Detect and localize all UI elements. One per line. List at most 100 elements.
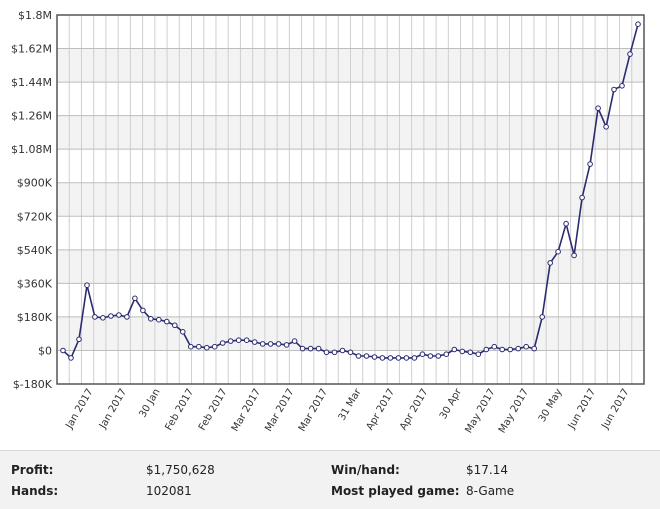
data-point [339, 347, 346, 354]
data-point [483, 346, 490, 353]
data-point [315, 345, 322, 352]
most-played-game-value: 8-Game [466, 484, 515, 498]
hands-label: Hands: [11, 484, 59, 498]
data-point [227, 338, 234, 344]
data-point [140, 307, 146, 314]
y-tick-label: $1.26M [11, 110, 52, 123]
data-point [555, 248, 561, 255]
data-point [603, 124, 609, 130]
data-point [323, 349, 330, 356]
data-point [251, 339, 258, 345]
data-point [491, 343, 498, 350]
data-point [523, 343, 530, 350]
data-point [595, 105, 601, 111]
x-tick-label: Feb 2017 [197, 387, 230, 433]
most-played-game-label: Most played game: [331, 484, 460, 498]
data-point [211, 343, 218, 350]
data-point [180, 329, 186, 335]
y-tick-label: $180K [17, 311, 53, 324]
x-tick-label: Jan 2017 [64, 387, 96, 432]
data-point [563, 220, 569, 227]
data-point [283, 342, 290, 348]
data-point [403, 355, 410, 361]
data-point [172, 322, 178, 329]
win-per-hand-label: Win/hand: [331, 463, 400, 477]
y-tick-label: $900K [17, 177, 53, 190]
data-point [363, 353, 370, 359]
y-tick-label: $360K [17, 277, 53, 290]
x-tick-label: Feb 2017 [163, 387, 196, 433]
data-point [307, 345, 314, 352]
data-point [204, 344, 210, 351]
x-tick-label: 30 May [537, 387, 565, 424]
data-point [156, 316, 162, 323]
y-tick-label: $1.8M [18, 9, 52, 22]
data-point [571, 252, 577, 259]
data-point [291, 338, 298, 344]
x-tick-label: 31 Mar [337, 386, 364, 422]
x-tick-label: Mar 2017 [230, 387, 263, 434]
data-point [235, 337, 242, 344]
data-point [116, 312, 122, 318]
data-point [507, 346, 514, 353]
x-tick-label: Jan 2017 [97, 387, 129, 432]
y-tick-label: $540K [17, 244, 53, 257]
data-point [539, 314, 546, 320]
chart-svg: $-180K $0 $180K $360K $540K $720K $900K $1.08M $… [11, 9, 645, 435]
y-tick-label: $1.62M [11, 43, 52, 56]
plot-border [56, 14, 645, 385]
data-point [243, 337, 250, 344]
y-tick-label: $0 [38, 344, 52, 357]
x-tick-label: 30 Jan [137, 387, 162, 420]
data-point [331, 349, 338, 356]
data-point [188, 343, 194, 350]
data-point [275, 341, 282, 347]
x-tick-label: Apr 2017 [398, 387, 430, 432]
data-point [132, 295, 138, 302]
data-point [419, 351, 426, 358]
data-point [267, 341, 274, 347]
x-tick-label: Apr 2017 [365, 387, 397, 432]
data-point [76, 336, 82, 343]
data-point [619, 83, 625, 89]
data-point [635, 21, 641, 28]
stats-panel: Profit: $1,750,628 Hands: 102081 Win/han… [0, 450, 660, 509]
profit-chart: $-180K $0 $180K $360K $540K $720K $900K $1.08M $… [11, 9, 645, 435]
x-tick-label: Mar 2017 [297, 387, 330, 434]
x-tick-label: Jun 2017 [566, 387, 598, 432]
y-tick-label: $1.44M [11, 76, 52, 89]
data-point [499, 346, 506, 353]
data-point [459, 348, 466, 355]
data-point [379, 355, 386, 361]
x-tick-label: May 2017 [463, 387, 497, 435]
x-tick-label: Jun 2017 [599, 387, 631, 432]
hands-value: 102081 [146, 484, 192, 498]
data-point [100, 315, 106, 321]
profit-label: Profit: [11, 463, 54, 477]
data-point [196, 343, 202, 350]
data-point [451, 346, 458, 353]
x-tick-label: 30 Apr [438, 386, 465, 421]
data-point [148, 316, 154, 322]
x-tick-label: May 2017 [497, 387, 531, 435]
data-point [219, 340, 226, 346]
data-point [587, 161, 593, 167]
data-point [411, 355, 418, 361]
y-tick-label: $1.08M [11, 143, 52, 156]
data-point [515, 345, 522, 352]
data-point [68, 355, 74, 361]
data-point [531, 345, 538, 352]
data-point [475, 351, 482, 358]
data-point [60, 347, 66, 354]
data-point [108, 313, 114, 319]
data-point [627, 51, 633, 57]
data-point [467, 349, 474, 356]
data-point [427, 353, 434, 359]
data-point [92, 314, 98, 320]
data-point [84, 282, 90, 289]
data-point [579, 194, 585, 201]
data-point [371, 354, 378, 360]
data-point [259, 341, 266, 347]
data-point [355, 353, 362, 359]
data-point [124, 314, 130, 320]
